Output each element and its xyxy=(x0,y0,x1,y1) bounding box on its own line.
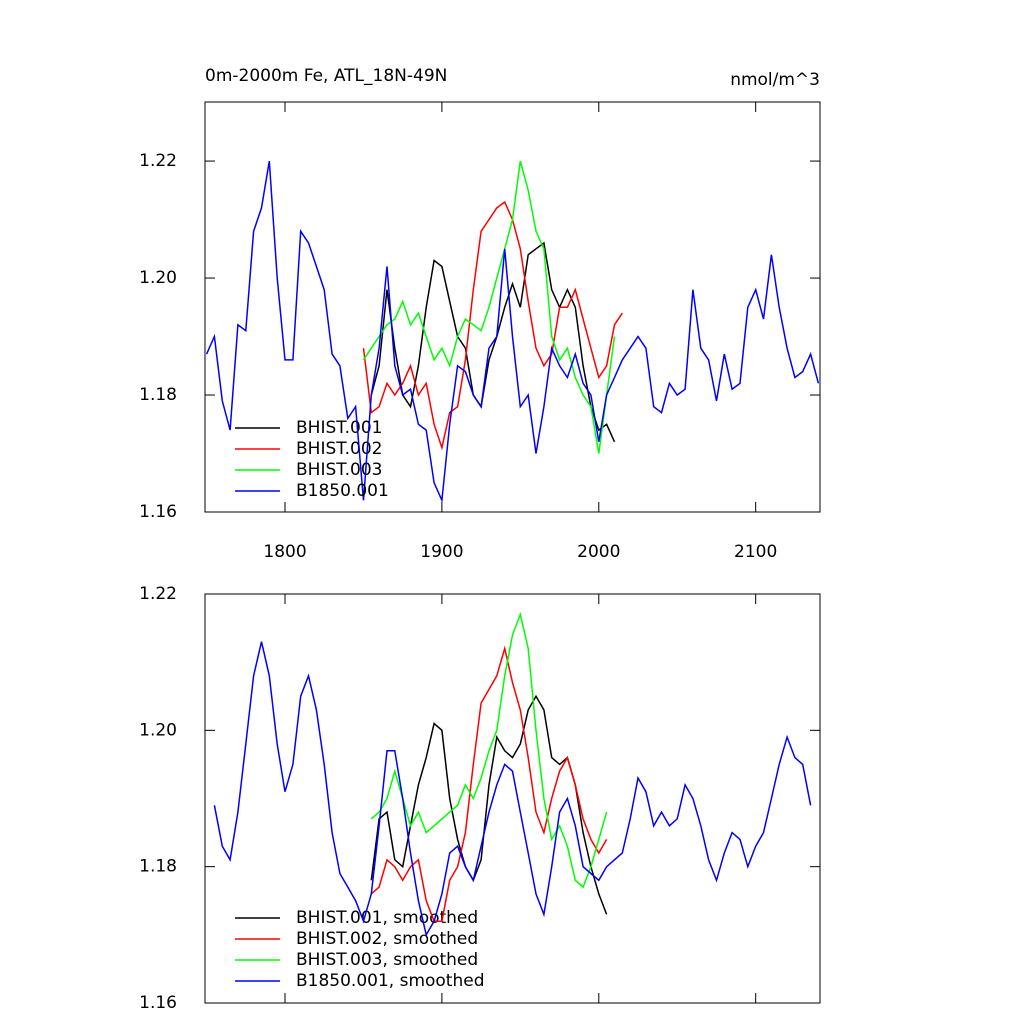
units-label: nmol/m^3 xyxy=(730,70,820,90)
series-line xyxy=(370,611,608,889)
series-line xyxy=(362,200,623,451)
x-tick-label: 2100 xyxy=(734,542,777,562)
chart-title: 0m-2000m Fe, ATL_18N-49N xyxy=(205,66,447,86)
x-tick-label: 1800 xyxy=(263,542,306,562)
y-tick-label: 1.22 xyxy=(139,151,177,171)
y-tick-label: 1.18 xyxy=(139,385,177,405)
series-line xyxy=(213,641,812,937)
x-tick-label: 1900 xyxy=(420,542,463,562)
legend-label: BHIST.002, smoothed xyxy=(296,929,478,949)
legend-label: BHIST.003 xyxy=(296,460,382,480)
y-tick-label: 1.16 xyxy=(139,993,177,1013)
y-tick-label: 1.20 xyxy=(139,720,177,740)
y-tick-label: 1.16 xyxy=(139,502,177,522)
legend-label: BHIST.002 xyxy=(296,439,382,459)
y-tick-label: 1.22 xyxy=(139,584,177,604)
legend-label: B1850.001, smoothed xyxy=(296,971,485,991)
plot-frame xyxy=(204,101,821,513)
series-line xyxy=(205,160,820,504)
series-line xyxy=(362,160,616,454)
series-line xyxy=(370,241,616,443)
plot-frame xyxy=(204,593,821,1004)
legend-label: BHIST.001, smoothed xyxy=(296,908,478,928)
legend-label: BHIST.003, smoothed xyxy=(296,950,478,970)
legend-label: BHIST.001 xyxy=(296,418,382,438)
y-tick-label: 1.20 xyxy=(139,268,177,288)
series-line xyxy=(370,694,608,915)
y-tick-label: 1.18 xyxy=(139,857,177,877)
legend-label: B1850.001 xyxy=(296,481,389,501)
x-tick-label: 2000 xyxy=(577,542,620,562)
series-line xyxy=(370,645,608,922)
